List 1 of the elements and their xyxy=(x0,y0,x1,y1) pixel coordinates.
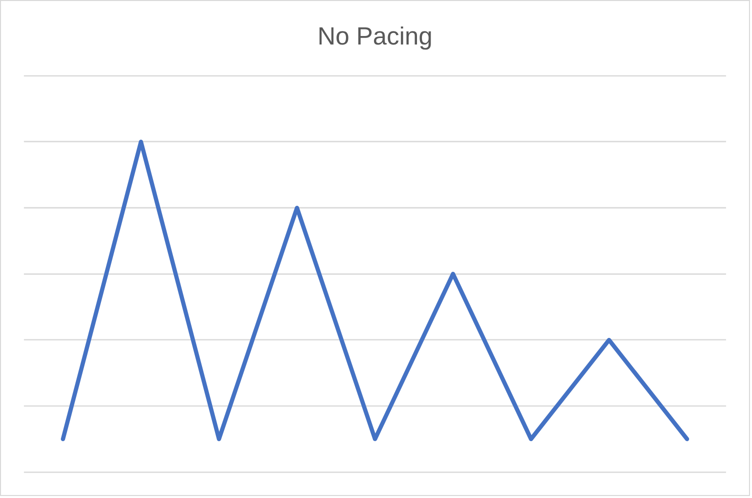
chart-title: No Pacing xyxy=(318,22,432,51)
